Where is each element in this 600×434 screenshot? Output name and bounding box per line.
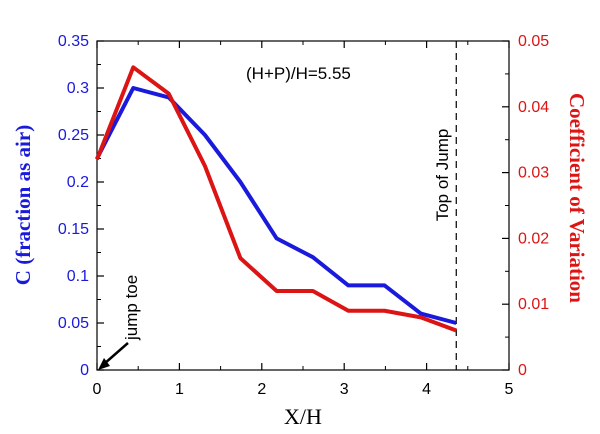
y-left-tick-label: 0.1	[67, 268, 89, 285]
y-left-tick-label: 0.2	[67, 174, 89, 191]
series-line-air-fraction	[95, 86, 457, 325]
x-tick-label: 3	[340, 381, 349, 398]
x-tick-label: 2	[257, 381, 266, 398]
x-tick-label: 4	[422, 381, 431, 398]
y-left-tick-label: 0.3	[67, 80, 89, 97]
series-group	[95, 65, 457, 333]
parameter-annotation: (H+P)/H=5.55	[246, 64, 351, 83]
y-right-tick-label: 0.01	[518, 296, 549, 313]
jump-toe-label: jump toe	[122, 275, 141, 341]
y-right-tick-label: 0.04	[518, 99, 549, 116]
top-of-jump-label: Top of Jump	[433, 129, 452, 222]
y-left-axis-title: C (fraction as air)	[11, 125, 35, 285]
y-left-tick-label: 0.25	[58, 127, 89, 144]
x-axis-title: X/H	[284, 404, 322, 429]
y-right-axis-title: Coefficient of Variation	[565, 93, 589, 303]
jump-toe-arrow	[98, 342, 129, 370]
x-tick-label: 0	[93, 381, 102, 398]
y-left-axis-ticks: 0 0.05 0.1 0.15 0.2 0.25 0.3 0.35	[58, 33, 104, 379]
x-axis-ticks: 0 1 2 3 4 5	[93, 41, 514, 398]
y-right-tick-label: 0	[518, 362, 527, 379]
y-right-tick-label: 0.03	[518, 165, 549, 182]
x-tick-label: 5	[505, 381, 514, 398]
y-left-tick-label: 0.05	[58, 315, 89, 332]
y-right-tick-label: 0.05	[518, 33, 549, 50]
y-right-axis-ticks: 0 0.01 0.02 0.03 0.04 0.05	[502, 33, 549, 379]
y-right-tick-label: 0.02	[518, 230, 549, 247]
x-tick-label: 1	[175, 381, 184, 398]
y-left-tick-label: 0	[80, 362, 89, 379]
y-left-tick-label: 0.35	[58, 33, 89, 50]
y-left-tick-label: 0.15	[58, 221, 89, 238]
